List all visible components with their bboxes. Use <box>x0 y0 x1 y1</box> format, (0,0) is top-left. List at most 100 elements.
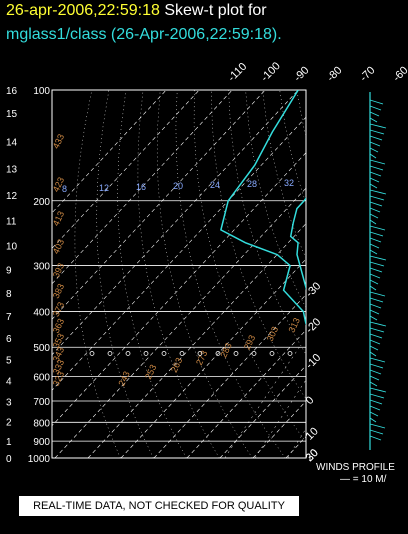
pressure-tick-700: 700 <box>33 397 50 408</box>
wind-barb <box>369 393 385 399</box>
dry-adiabat <box>175 90 286 458</box>
parcel-marker <box>215 351 221 356</box>
wind-barb <box>369 177 380 183</box>
theta-label-383: 383 <box>51 282 66 300</box>
pressure-tick-400: 400 <box>33 308 50 319</box>
temp-top-label: -80 <box>325 64 345 84</box>
theta-label-303: 303 <box>265 325 280 343</box>
wind-barb <box>369 207 381 213</box>
dry-adiabat <box>193 90 306 443</box>
wind-barb <box>369 225 386 231</box>
isotherm-line <box>87 223 306 458</box>
mixing-ratio-label-24: 24 <box>210 180 220 190</box>
wind-barb <box>369 279 379 285</box>
parcel-marker <box>287 351 293 356</box>
wind-barb <box>369 363 384 369</box>
theta-label-363: 363 <box>51 317 66 335</box>
dewpoint-trace <box>220 90 306 326</box>
dry-adiabat <box>211 90 306 400</box>
quality-disclaimer: REAL-TIME DATA, NOT CHECKED FOR QUALITY <box>19 496 299 516</box>
wind-barb <box>369 375 380 381</box>
wind-barb <box>369 255 387 261</box>
temp-top-label: -70 <box>358 64 378 84</box>
temp-right-label: -30 <box>304 280 324 300</box>
wind-barb <box>369 249 378 255</box>
theta-label-253: 253 <box>143 363 158 381</box>
parcel-marker <box>125 351 131 356</box>
temp-right-label: -20 <box>304 316 324 336</box>
height-tick-1: 1 <box>6 437 12 448</box>
parcel-marker <box>251 351 257 356</box>
wind-barb <box>369 345 379 351</box>
wind-barb <box>369 99 384 105</box>
wind-barb <box>369 117 378 123</box>
isotherm-line <box>319 90 408 458</box>
parcel-marker <box>233 351 239 356</box>
wind-barb <box>369 243 380 249</box>
wind-barb <box>369 183 378 189</box>
dry-adiabat <box>399 90 408 458</box>
theta-label-293: 293 <box>242 333 257 351</box>
wind-barb <box>369 123 387 129</box>
temperature-trace <box>289 196 306 291</box>
mixing-ratio-label-28: 28 <box>247 179 257 189</box>
wind-barb <box>369 321 387 327</box>
winds-profile-label: WINDS PROFILE <box>316 462 395 473</box>
isotherm-line <box>352 90 408 458</box>
wind-barb <box>369 231 384 237</box>
station-line: mglass1/class (26-Apr-2006,22:59:18). <box>6 26 282 43</box>
wind-barb <box>369 285 377 291</box>
wind-barb <box>369 369 382 375</box>
pressure-tick-600: 600 <box>33 372 50 383</box>
wind-barb <box>369 159 386 165</box>
wind-barb <box>369 423 386 429</box>
pressure-tick-1000: 1000 <box>28 454 51 465</box>
wind-barb <box>369 435 382 441</box>
wind-barb <box>369 339 381 345</box>
wind-barb <box>369 237 382 243</box>
wind-barb <box>369 429 384 435</box>
pressure-tick-500: 500 <box>33 343 50 354</box>
wind-barb <box>369 357 386 363</box>
wind-barb <box>369 219 377 225</box>
temp-right-label: -10 <box>304 352 324 372</box>
mixing-ratio-label-12: 12 <box>99 183 109 193</box>
pressure-tick-900: 900 <box>33 437 50 448</box>
pressure-tick-200: 200 <box>33 197 50 208</box>
mixing-ratio-label-32: 32 <box>284 178 294 188</box>
height-tick-6: 6 <box>6 334 12 345</box>
parcel-marker <box>107 351 113 356</box>
height-tick-15: 15 <box>6 109 18 120</box>
wind-barb <box>369 417 377 423</box>
wind-barb <box>369 135 383 141</box>
isotherm-line <box>186 329 306 458</box>
wind-barb <box>369 141 381 147</box>
dry-adiabat <box>74 90 121 458</box>
isotherm-line <box>252 400 306 458</box>
height-tick-8: 8 <box>6 289 12 300</box>
wind-barb <box>369 297 384 303</box>
height-tick-13: 13 <box>6 165 18 176</box>
dry-adiabat <box>314 90 408 458</box>
wind-barb <box>369 165 384 171</box>
wind-barb <box>369 213 379 219</box>
mixing-ratio-line <box>287 428 306 458</box>
wind-barb <box>369 171 382 177</box>
temp-top-label: -60 <box>391 64 408 84</box>
theta-label-373: 373 <box>51 300 66 318</box>
plot-frame <box>51 89 307 459</box>
wind-barb <box>369 195 385 201</box>
title-line-1: 26-apr-2006,22:59:18 Skew-t plot for <box>6 2 267 20</box>
isotherm-line <box>52 90 167 214</box>
parcel-marker <box>269 351 275 356</box>
pressure-tick-800: 800 <box>33 418 50 429</box>
wind-barb <box>369 105 382 111</box>
timestamp: 26-apr-2006,22:59:18 <box>6 2 160 19</box>
theta-label-413: 413 <box>51 210 66 228</box>
temp-top-label: -110 <box>226 61 249 84</box>
theta-label-403: 403 <box>51 238 66 256</box>
theta-label-433: 433 <box>51 132 66 150</box>
height-tick-11: 11 <box>6 217 17 228</box>
wind-barb <box>369 303 382 309</box>
height-tick-4: 4 <box>6 377 12 388</box>
